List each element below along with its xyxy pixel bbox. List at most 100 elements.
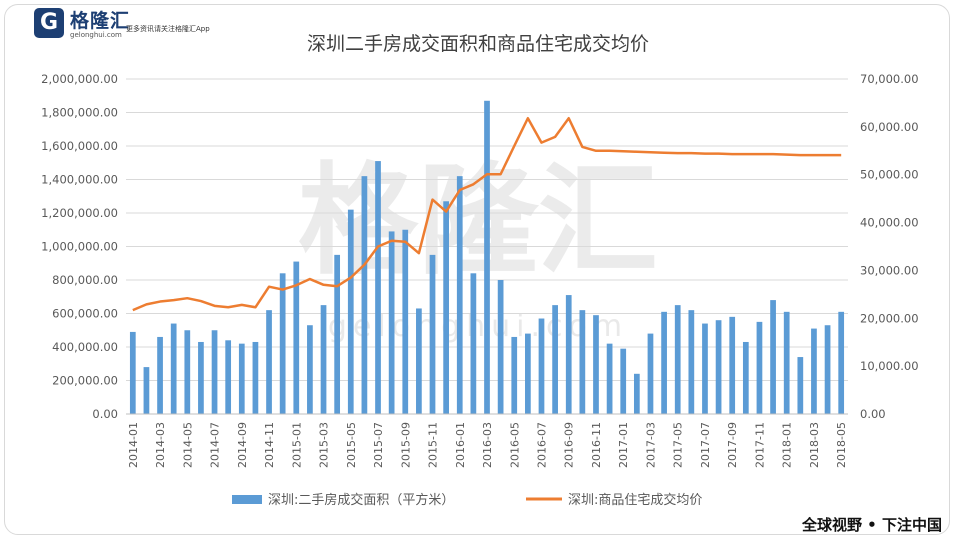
bar	[674, 305, 681, 414]
y-left-tick-label: 1,000,000.00	[41, 240, 118, 254]
logo-tagline: 更多资讯请关注格隆汇App	[126, 25, 210, 33]
brand-logo: G 格隆汇 gelonghui.com 更多资讯请关注格隆汇App	[34, 6, 210, 39]
logo-mark-icon: G	[34, 7, 64, 38]
y-right-tick-label: 60,000.00	[860, 120, 919, 134]
x-tick-label: 2015-03	[318, 422, 331, 468]
x-tick-label: 2016-09	[563, 422, 576, 468]
bar	[511, 336, 518, 414]
x-tick-label: 2014-11	[263, 422, 276, 468]
bar	[756, 321, 763, 414]
bar	[334, 254, 341, 414]
bar	[402, 229, 409, 414]
y-left-tick-label: 200,000.00	[52, 374, 118, 388]
bar	[647, 333, 654, 414]
bar	[538, 318, 545, 414]
legend-bar-swatch	[232, 495, 262, 504]
x-axis: 2014-01 2014-03 2014-05 2014-07 2014-09 2014-…	[126, 413, 848, 468]
bar	[484, 100, 490, 415]
x-tick-label: 2017-05	[672, 422, 685, 468]
chart-panel	[4, 4, 950, 535]
bar	[416, 308, 422, 414]
y-left-tick-label: 1,200,000.00	[41, 206, 118, 220]
bar	[225, 340, 232, 414]
y-right-tick-label: 70,000.00	[860, 72, 919, 86]
bar	[443, 201, 449, 414]
x-tick-label: 2017-01	[617, 422, 630, 468]
x-tick-label: 2016-03	[481, 422, 494, 468]
bar	[252, 341, 259, 414]
y-right-tick-label: 30,000.00	[860, 263, 919, 277]
x-tick-label: 2016-05	[508, 422, 521, 468]
bar	[238, 343, 245, 414]
watermark-cn: 格隆汇	[298, 152, 658, 291]
bar	[606, 343, 613, 414]
bar-series	[129, 100, 845, 415]
x-tick-label: 2014-01	[127, 422, 140, 468]
y-left-tick-label: 1,400,000.00	[41, 173, 118, 187]
bar	[838, 311, 845, 414]
bar	[143, 367, 150, 414]
x-tick-label: 2014-07	[209, 422, 222, 468]
y-left-tick-label: 800,000.00	[52, 273, 118, 287]
bar	[797, 357, 804, 414]
bar	[661, 311, 667, 414]
x-tick-label: 2015-05	[345, 422, 358, 468]
line-series	[132, 116, 842, 312]
bar	[470, 273, 477, 414]
slogan-text: 全球视野 • 下注中国	[801, 516, 942, 534]
bar	[320, 305, 327, 414]
bar	[742, 341, 749, 414]
y-axis-left: 0.00 200,000.00 400,000.00 600,000.00 800,00…	[41, 72, 118, 421]
y-right-tick-label: 10,000.00	[860, 359, 919, 373]
bar	[579, 310, 586, 414]
bar	[129, 331, 136, 414]
legend-item-line: 深圳:商品住宅成交均价	[526, 492, 702, 508]
y-left-tick-label: 1,600,000.00	[41, 139, 118, 153]
x-tick-label: 2018-01	[781, 422, 794, 468]
bar	[279, 273, 286, 414]
bar	[198, 341, 204, 414]
x-tick-label: 2016-11	[590, 422, 603, 468]
legend-bar-label: 深圳:二手房成交面积（平方米）	[268, 492, 454, 508]
bar	[783, 311, 790, 414]
bar	[361, 176, 368, 414]
x-tick-label: 2018-05	[835, 422, 848, 468]
bar	[593, 315, 599, 414]
x-tick-label: 2014-03	[154, 422, 167, 468]
bar	[388, 231, 395, 414]
x-tick-label: 2016-01	[454, 422, 467, 468]
x-tick-label: 2015-01	[290, 422, 303, 468]
x-tick-label: 2015-11	[427, 422, 440, 468]
y-right-tick-label: 0.00	[860, 407, 886, 421]
y-left-tick-label: 0.00	[92, 407, 118, 421]
y-axis-right: 0.00 10,000.00 20,000.00 30,000.00 40,000.00…	[860, 72, 919, 421]
legend: 深圳:二手房成交面积（平方米） 深圳:商品住宅成交均价	[232, 492, 702, 508]
y-right-tick-label: 20,000.00	[860, 311, 919, 325]
bar	[552, 305, 558, 414]
bar	[715, 320, 722, 414]
bar	[702, 323, 708, 414]
x-tick-label: 2017-09	[726, 422, 739, 468]
bar	[811, 328, 817, 414]
bar	[729, 316, 736, 414]
x-tick-label: 2014-09	[236, 422, 249, 468]
legend-item-bar: 深圳:二手房成交面积（平方米）	[232, 492, 454, 508]
bar	[375, 161, 381, 414]
bar	[620, 348, 627, 414]
bar	[497, 280, 504, 414]
bar	[688, 310, 695, 414]
bar	[429, 254, 436, 414]
x-tick-label: 2017-11	[753, 422, 766, 468]
x-tick-label: 2017-07	[699, 422, 712, 468]
y-right-tick-label: 50,000.00	[860, 168, 919, 182]
bar	[770, 300, 776, 414]
bar	[293, 261, 300, 414]
line-path	[132, 116, 842, 312]
x-tick-label: 2016-07	[535, 422, 548, 468]
bar	[184, 330, 191, 414]
bar	[456, 176, 463, 414]
x-tick-label: 2017-03	[644, 422, 657, 468]
y-left-tick-label: 400,000.00	[52, 340, 118, 354]
bar	[170, 323, 177, 414]
